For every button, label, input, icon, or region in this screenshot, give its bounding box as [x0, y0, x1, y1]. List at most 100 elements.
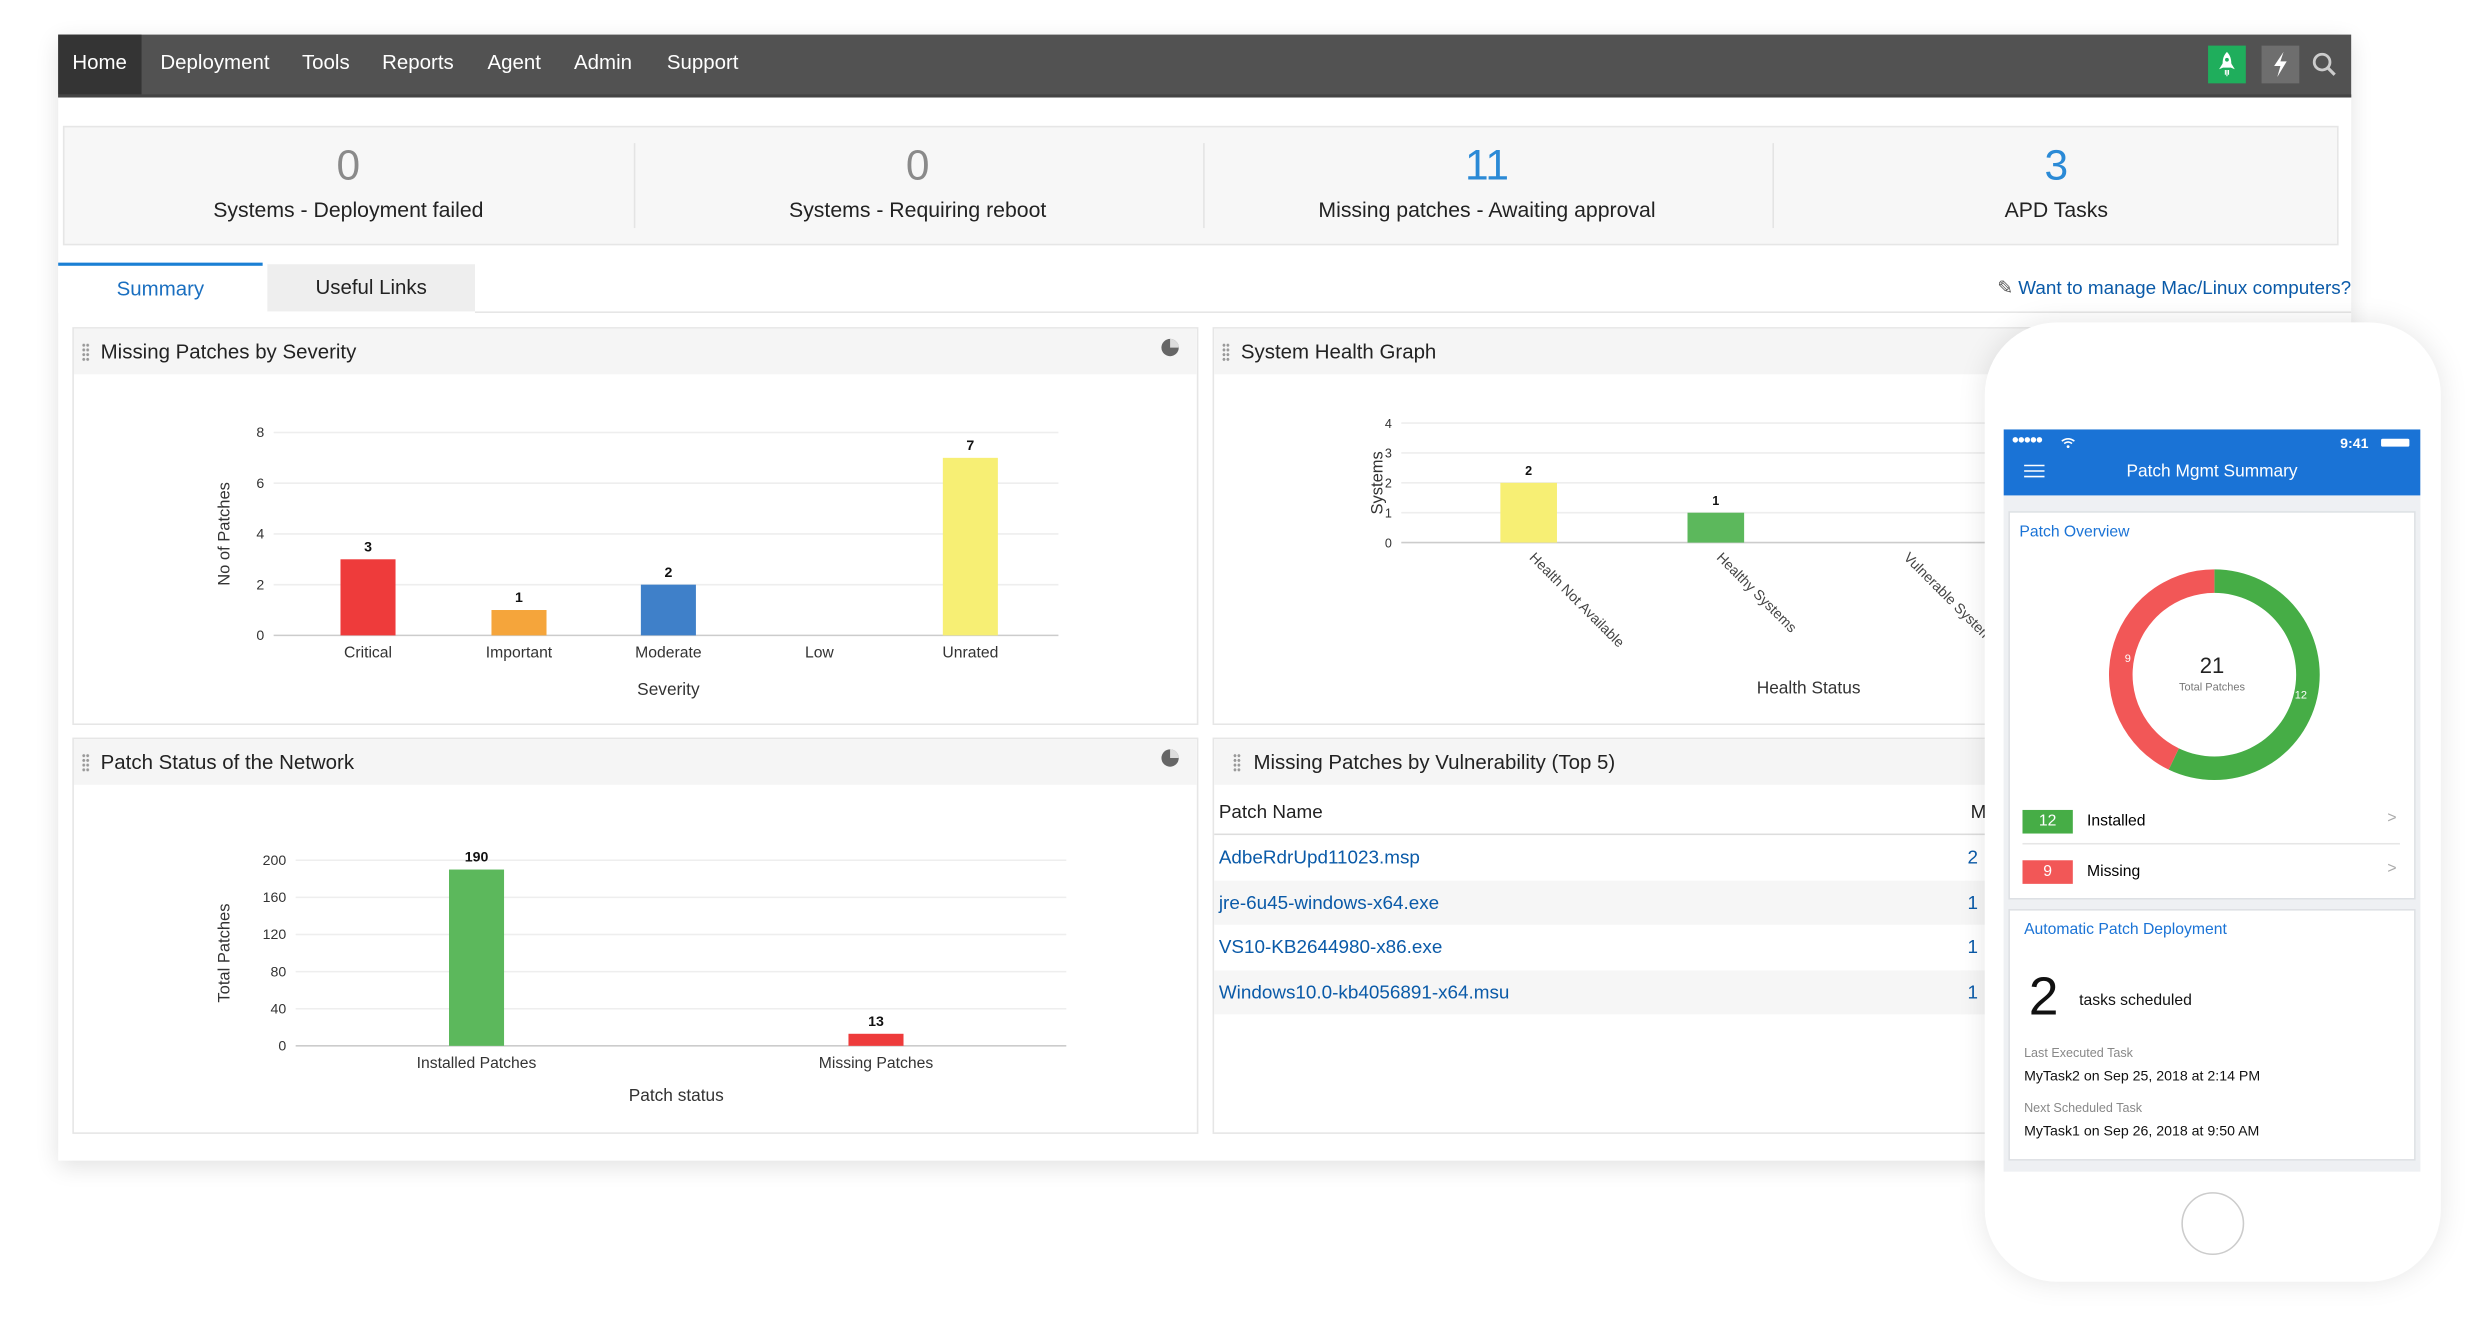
y-axis-label: No of Patches [216, 482, 234, 586]
stats-bar: 0 Systems - Deployment failed 0 Systems - … [62, 125, 2340, 246]
x-tick-label: Missing Patches [819, 1055, 934, 1072]
y-tick-label: 4 [1385, 417, 1392, 431]
column-missing[interactable]: M [1970, 800, 1987, 823]
bar-health-not-available [1500, 482, 1557, 543]
divider [1203, 143, 1205, 229]
bar-installed-patches [449, 869, 505, 1046]
table-header: Patch Name M [1214, 789, 2347, 836]
widget-title: System Health Graph [1240, 339, 1437, 364]
patch-name-link[interactable]: Windows10.0-kb4056891-x64.msu [1218, 980, 1510, 1003]
stat-awaiting-approval[interactable]: 11 Missing patches - Awaiting approval [1203, 127, 1771, 243]
drag-handle-icon[interactable] [1232, 753, 1241, 773]
phone-time: 9:41 [2340, 435, 2369, 452]
patch-status-chart: 0 40 80 120 160 200 190 Installed Patches 13 Miss… [216, 849, 1067, 1105]
x-tick-label: Installed Patches [417, 1055, 537, 1072]
x-axis-label: Patch status [629, 1085, 724, 1105]
data-label: 1 [515, 589, 523, 605]
donut-missing-slice [2108, 569, 2215, 770]
phone-title: Patch Mgmt Summary [2126, 462, 2298, 482]
installed-row[interactable]: 12 Installed > [2022, 805, 2400, 845]
installed-badge: 12 [2022, 809, 2073, 834]
data-label: 7 [966, 437, 974, 453]
x-tick-label: Low [805, 644, 834, 661]
battery-icon [2381, 438, 2410, 447]
stat-value: 0 [905, 141, 930, 189]
pie-chart-icon[interactable] [1161, 338, 1180, 357]
lightning-icon[interactable] [2261, 45, 2300, 84]
tab-summary[interactable]: Summary [58, 262, 263, 313]
y-tick-label: 2 [1385, 477, 1392, 491]
y-tick-label: 40 [270, 1000, 286, 1016]
stat-value: 0 [336, 141, 361, 189]
data-label: 13 [868, 1013, 884, 1029]
data-label: 1 [1712, 494, 1719, 508]
bar-missing-patches [848, 1033, 904, 1046]
missing-label: Missing [2086, 863, 2141, 881]
pie-chart-icon[interactable] [1161, 749, 1180, 768]
nav-home[interactable]: Home [58, 34, 142, 95]
bar-healthy-systems [1687, 512, 1745, 543]
table-row[interactable]: VS10-KB2644980-x86.exe 1 [1214, 925, 2346, 969]
apd-card: Automatic Patch Deployment 2 tasks sched… [2008, 909, 2416, 1161]
chevron-right-icon: > [2387, 860, 2397, 878]
divider [474, 311, 2352, 313]
y-tick-label: 2 [256, 576, 264, 592]
edit-icon: ✎ [1997, 276, 2019, 299]
patch-name-link[interactable]: jre-6u45-windows-x64.exe [1218, 890, 1440, 913]
hamburger-menu-icon[interactable] [2024, 464, 2045, 478]
bar-critical [340, 559, 396, 636]
missing-count: 2 [1967, 846, 1978, 869]
search-icon[interactable] [2306, 46, 2344, 84]
patch-name-link[interactable]: VS10-KB2644980-x86.exe [1218, 935, 1443, 958]
data-label: 2 [664, 564, 672, 580]
home-button[interactable] [2181, 1192, 2245, 1256]
drag-handle-icon[interactable] [1221, 342, 1230, 362]
x-tick-label: Critical [344, 644, 392, 661]
missing-row[interactable]: 9 Missing > [2022, 856, 2399, 894]
y-tick-label: 0 [1385, 536, 1392, 550]
patch-name-link[interactable]: AdbeRdrUpd11023.msp [1218, 846, 1420, 869]
stat-deployment-failed[interactable]: 0 Systems - Deployment failed [64, 127, 632, 243]
table-row[interactable]: AdbeRdrUpd11023.msp 2 [1214, 835, 2346, 879]
mac-linux-link[interactable]: ✎ Want to manage Mac/Linux computers? [1997, 277, 2351, 299]
patch-donut-chart: 12 9 [2108, 569, 2320, 781]
nav-admin[interactable]: Admin [574, 50, 633, 74]
stat-requiring-reboot[interactable]: 0 Systems - Requiring reboot [634, 127, 1202, 243]
data-label: 190 [465, 849, 489, 865]
column-patch-name[interactable]: Patch Name [1218, 800, 1323, 823]
y-tick-label: 4 [256, 526, 264, 542]
severity-chart: 0 2 4 6 8 3 Critical 1 Important 2 Moderate Low 7 Unr… [216, 424, 1059, 699]
data-label: 2 [1525, 464, 1532, 478]
stat-value: 11 [1464, 141, 1510, 189]
tab-useful-links[interactable]: Useful Links [267, 264, 475, 312]
rocket-icon[interactable] [2208, 45, 2246, 84]
drag-handle-icon[interactable] [81, 753, 90, 773]
widget-title: Missing Patches by Severity [100, 339, 357, 364]
card-title: Patch Overview [2019, 523, 2130, 542]
bar-moderate [640, 584, 696, 636]
stat-label: Missing patches - Awaiting approval [1318, 198, 1656, 222]
nav-deployment[interactable]: Deployment [160, 50, 270, 74]
y-tick-label: 0 [256, 627, 264, 643]
x-axis-label: Health Status [1757, 678, 1861, 698]
x-tick-label: Health Not Available [1527, 549, 1628, 650]
nav-agent[interactable]: Agent [487, 50, 541, 74]
y-tick-label: 0 [278, 1038, 286, 1054]
nav-support[interactable]: Support [666, 50, 739, 74]
missing-count: 1 [1967, 935, 1978, 958]
mac-linux-link-text[interactable]: Want to manage Mac/Linux computers? [2018, 276, 2352, 299]
nav-reports[interactable]: Reports [382, 50, 454, 74]
signal-icon: ●●●●● [2011, 432, 2043, 447]
next-task-label: Next Scheduled Task [2024, 1100, 2143, 1116]
wifi-icon [2061, 438, 2075, 449]
nav-tools[interactable]: Tools [301, 50, 350, 74]
missing-count: 1 [1967, 890, 1978, 913]
phone-mockup: ●●●●● 9:41 Patch Mgmt Summary Patch Over… [1984, 322, 2441, 1282]
drag-handle-icon[interactable] [81, 342, 90, 362]
y-tick-label: 160 [263, 889, 287, 905]
total-patches-label: Total Patches [2178, 682, 2246, 694]
y-tick-label: 3 [1385, 447, 1392, 461]
bar-unrated [942, 457, 998, 636]
tasks-label: tasks scheduled [2079, 992, 2192, 1010]
stat-apd-tasks[interactable]: 3 APD Tasks [1772, 127, 2340, 243]
